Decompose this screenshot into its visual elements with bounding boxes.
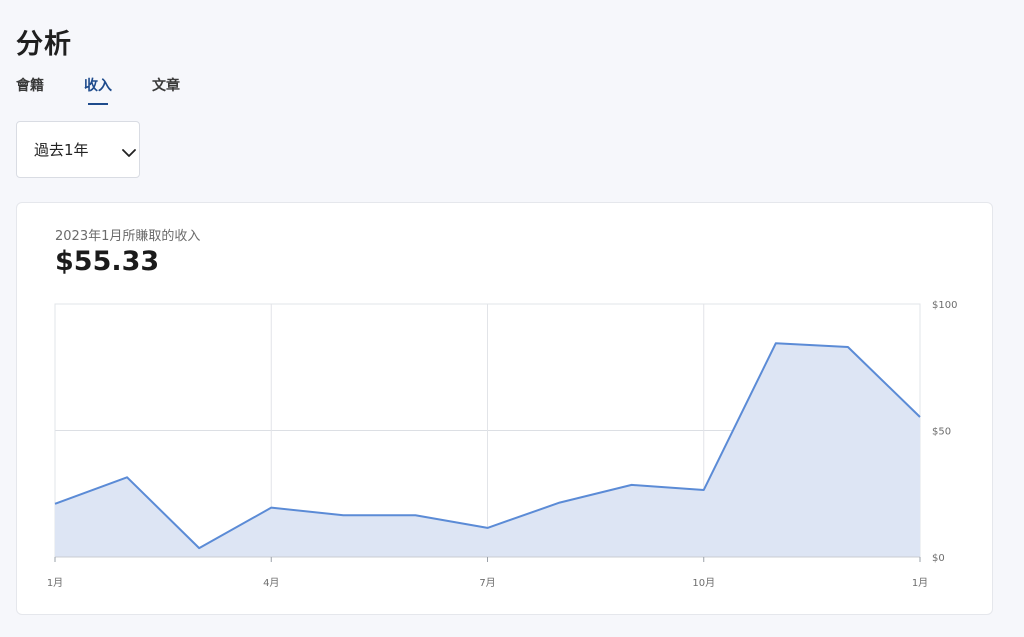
tab-membership[interactable]: 會籍: [16, 78, 44, 94]
x-tick-label: 10月: [692, 577, 715, 589]
revenue-amount: $55.33: [55, 246, 160, 277]
x-tick-label: 4月: [263, 577, 279, 589]
y-tick-label: $100: [932, 300, 957, 311]
x-tick-label: 1月: [912, 577, 928, 589]
page-title: 分析: [16, 29, 72, 60]
tab-bar: 會籍 收入 文章: [16, 76, 220, 105]
revenue-card: 2023年1月所賺取的收入 $55.33 1月 4月 7月 10月 1月 $100 $50 $…: [16, 202, 993, 615]
x-tick-label: 7月: [479, 577, 495, 589]
revenue-chart: 1月 4月 7月 10月 1月 $100 $50 $0: [47, 300, 958, 589]
revenue-period-label: 2023年1月所賺取的收入: [55, 229, 201, 244]
y-tick-label: $50: [932, 427, 951, 438]
period-select[interactable]: 過去1年: [16, 121, 140, 178]
chevron-down-icon: [121, 144, 137, 163]
y-tick-label: $0: [932, 553, 945, 564]
revenue-line: [54, 342, 921, 550]
tab-revenue[interactable]: 收入: [84, 78, 112, 105]
revenue-area: [55, 343, 920, 557]
x-tick-label: 1月: [47, 577, 63, 589]
period-select-value: 過去1年: [34, 141, 89, 159]
tab-posts[interactable]: 文章: [152, 78, 180, 94]
